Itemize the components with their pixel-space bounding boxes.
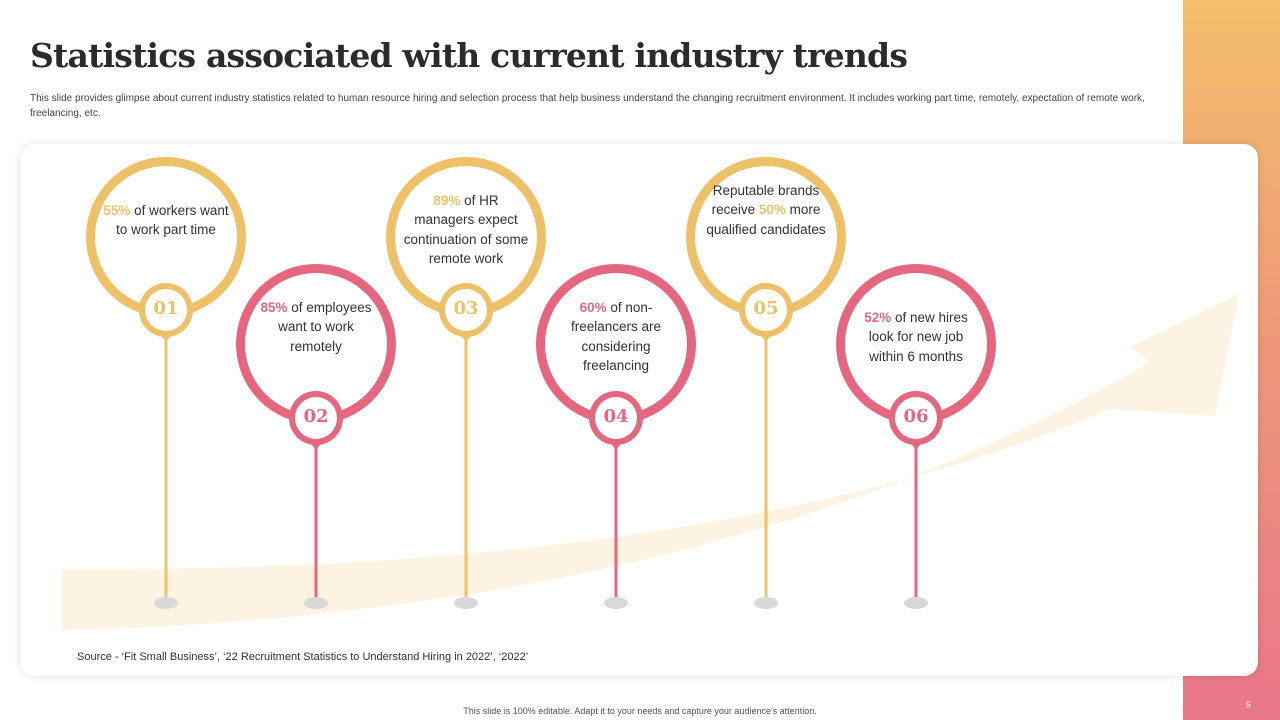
stat-text-03: 89% of HR managers expect continuation o… (403, 193, 529, 266)
page-number: 5 (1246, 700, 1252, 710)
stat-text-06: 52% of new hires look for new job within… (864, 310, 968, 364)
stat-text-02: 85% of employees want to work remotely (260, 300, 372, 354)
stat-number-05: 05 (753, 298, 779, 319)
stat-percentage: 85% (260, 300, 288, 315)
stat-number-01: 01 (153, 298, 179, 319)
stat-percentage: 60% (579, 300, 607, 315)
stat-text-05: Reputable brands receive 50% more qualif… (706, 183, 826, 237)
stat-text-01: 55% of workers want to work part time (103, 203, 229, 238)
footer-note: This slide is 100% editable. Adapt it to… (463, 706, 817, 716)
stat-text-04: 60% of non-freelancers are considering f… (570, 300, 662, 373)
stat-percentage: 52% (864, 310, 892, 325)
page-title: Statistics associated with current indus… (30, 36, 908, 75)
page-subtitle: This slide provides glimpse about curren… (30, 93, 1145, 119)
source-citation: Source - ‘Fit Small Business’, ‘22 Recru… (77, 651, 529, 663)
stat-percentage: 89% (433, 193, 461, 208)
stat-percentage: 55% (103, 203, 131, 218)
stat-number-03: 03 (453, 298, 479, 319)
stat-number-02: 02 (303, 406, 329, 427)
growth-arrow-icon (62, 294, 1239, 630)
stat-number-06: 06 (903, 406, 929, 427)
stat-number-04: 04 (603, 406, 629, 427)
stat-percentage: 50% (758, 202, 786, 218)
